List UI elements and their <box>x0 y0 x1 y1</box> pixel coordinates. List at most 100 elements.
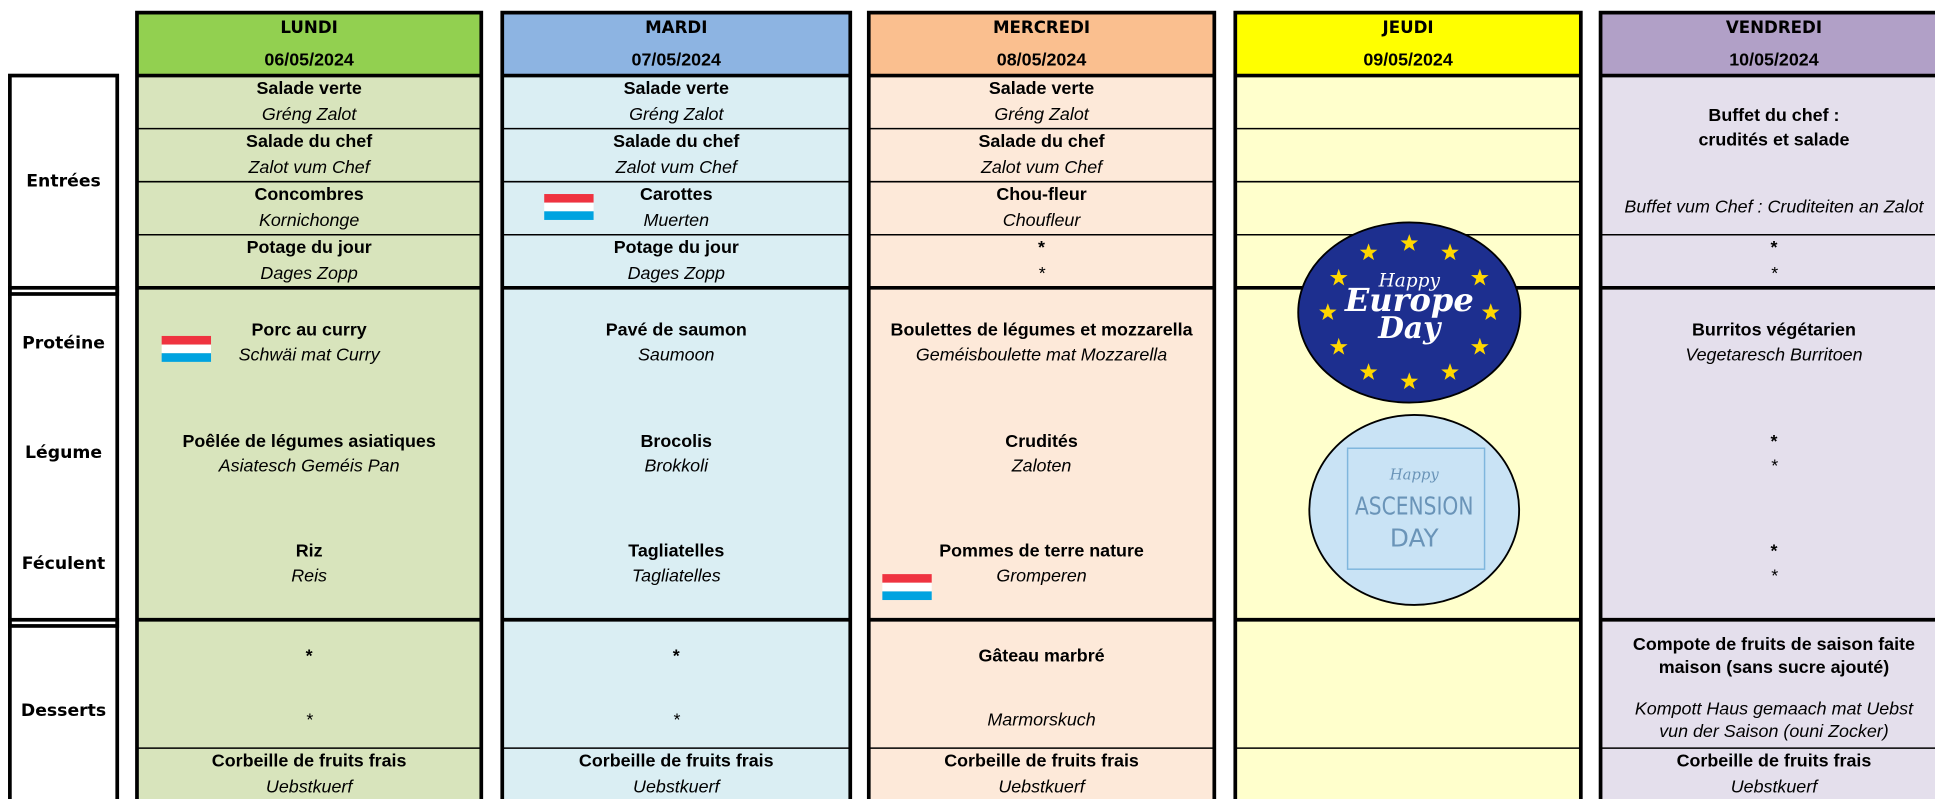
dish-fr: Salade verte <box>989 78 1094 98</box>
day-border <box>500 10 853 799</box>
badge-text: Day <box>1377 310 1442 345</box>
day-date: 07/05/2024 <box>632 49 722 69</box>
dish-lb: * <box>673 710 681 730</box>
dish-fr: Corbeille de fruits frais <box>944 750 1139 770</box>
dish-lb: * <box>1770 565 1778 585</box>
day-border <box>866 10 1217 799</box>
day-header-bg <box>868 12 1215 76</box>
day-border <box>1233 10 1583 799</box>
dish-fr: Corbeille de fruits frais <box>1677 750 1872 770</box>
dish-lb: Gréng Zalot <box>994 104 1089 124</box>
label-box <box>8 617 120 799</box>
dish-lb: Marmorskuch <box>987 710 1095 730</box>
dish-fr: Tagliatelles <box>628 541 724 561</box>
badge-text: ASCENSION <box>1355 491 1473 520</box>
dish-lb: Gréng Zalot <box>262 104 357 124</box>
dish-fr: * <box>1770 237 1777 257</box>
day-border <box>1598 10 1935 799</box>
dish-lb: Asiatesch Geméis Pan <box>218 455 400 475</box>
dish-fr: Concombres <box>254 184 363 204</box>
dish-lb: Brokkoli <box>644 455 709 475</box>
dish-fr: Burritos végétarien <box>1692 320 1856 340</box>
badge-frame <box>1346 447 1486 570</box>
dish-lb: Dages Zopp <box>260 263 357 283</box>
dish-lb: Zaloten <box>1011 455 1072 475</box>
day-body-bg <box>136 75 482 799</box>
badge-text: Europe <box>1344 281 1474 319</box>
star <box>1359 363 1378 380</box>
day-header-bg <box>1235 12 1581 76</box>
dish-lb: Dages Zopp <box>628 263 725 283</box>
dish-lb: Reis <box>291 565 327 585</box>
star <box>1441 363 1459 380</box>
dish-fr: Salade du chef <box>246 131 372 151</box>
row-label: Desserts <box>21 701 106 721</box>
dish-lb: vun der Saison (ouni Zocker) <box>1659 721 1889 741</box>
dish-fr: * <box>1038 237 1045 257</box>
star <box>1481 303 1500 321</box>
dish-fr: Poêlée de légumes asiatiques <box>182 431 435 451</box>
day-name: LUNDI <box>280 18 337 37</box>
dish-lb: Gromperen <box>996 565 1086 585</box>
dish-fr: Compote de fruits de saison faite <box>1633 634 1915 654</box>
dish-lb: * <box>1770 263 1778 283</box>
dish-lb: Vegetaresch Burritoen <box>1685 344 1862 364</box>
dish-fr: * <box>306 646 313 666</box>
dish-lb: Kompott Haus gemaach mat Uebst <box>1635 699 1914 719</box>
badge-text: DAY <box>1390 524 1440 553</box>
dish-fr: Salade verte <box>624 78 729 98</box>
dish-lb: Gréng Zalot <box>629 104 724 124</box>
dish-fr: * <box>673 646 680 666</box>
star <box>1329 268 1348 286</box>
dish-lb: Tagliatelles <box>632 565 721 585</box>
dish-fr: Boulettes de légumes et mozzarella <box>891 320 1194 340</box>
day-header-bg <box>136 12 482 76</box>
dish-lb: Zalot vum Chef <box>980 157 1104 177</box>
day-date: 09/05/2024 <box>1363 49 1453 69</box>
dish-fr: maison (sans sucre ajouté) <box>1659 657 1890 677</box>
dish-lb: Buffet vum Chef : Cruditeiten an Zalot <box>1624 196 1924 216</box>
day-body-bg <box>1600 75 1935 799</box>
dish-fr: Crudités <box>1005 431 1078 451</box>
dish-fr: Salade verte <box>256 78 361 98</box>
flag <box>882 574 932 601</box>
label-box <box>8 285 120 628</box>
dish-lb: Choufleur <box>1003 210 1082 230</box>
dish-fr: Potage du jour <box>614 237 739 257</box>
dish-fr: Brocolis <box>640 431 712 451</box>
dish-lb: Zalot vum Chef <box>248 157 372 177</box>
dish-fr: Riz <box>296 541 323 561</box>
dish-lb: Uebstkuerf <box>266 776 354 796</box>
day-header-bg <box>502 12 851 76</box>
dish-fr: crudités et salade <box>1698 130 1849 150</box>
dish-lb: Muerten <box>643 210 709 230</box>
badge-text: Happy <box>1378 271 1441 292</box>
dish-lb: Uebstkuerf <box>1731 776 1819 796</box>
row-label: Légume <box>25 443 102 463</box>
dish-lb: Geméisboulette mat Mozzarella <box>916 344 1167 364</box>
star <box>1470 337 1489 355</box>
dish-fr: Buffet du chef : <box>1708 105 1839 125</box>
day-name: MERCREDI <box>993 18 1090 37</box>
dish-lb: Schwäi mat Curry <box>239 344 381 364</box>
flag <box>161 335 212 362</box>
dish-fr: Pavé de saumon <box>606 320 747 340</box>
row-label: Entrées <box>26 172 101 192</box>
dish-fr: Chou-fleur <box>996 184 1086 204</box>
dish-lb: Kornichonge <box>259 210 359 230</box>
dish-fr: Pommes de terre nature <box>939 541 1144 561</box>
day-header-bg <box>1600 12 1935 76</box>
day-border <box>135 10 484 799</box>
day-name: MARDI <box>645 18 707 37</box>
ascension-day-badge <box>1308 414 1521 606</box>
dish-fr: Potage du jour <box>247 237 372 257</box>
dish-fr: Corbeille de fruits frais <box>579 750 774 770</box>
dish-fr: Salade du chef <box>613 131 739 151</box>
badge-text: Happy <box>1389 466 1440 483</box>
star <box>1400 234 1419 251</box>
dish-fr: Salade du chef <box>978 131 1104 151</box>
star <box>1441 243 1459 261</box>
dish-fr: * <box>1770 541 1777 561</box>
